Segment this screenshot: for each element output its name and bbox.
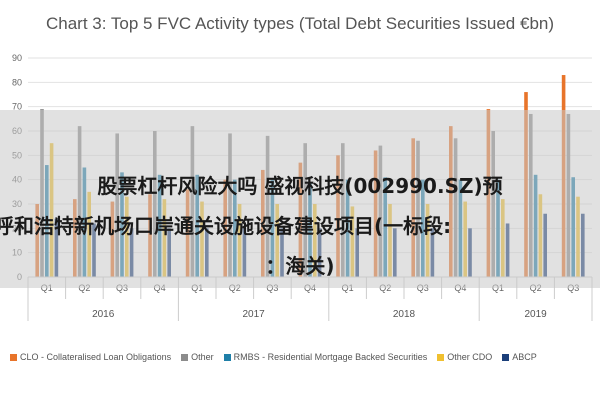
legend-swatch xyxy=(181,353,189,361)
x-tick-label: Q4 xyxy=(154,283,166,293)
legend-label: Other CDO xyxy=(447,352,493,362)
x-tick-label: Q3 xyxy=(266,283,278,293)
legend-label: CLO - Collateralised Loan Obligations xyxy=(20,352,172,362)
y-tick-label: 70 xyxy=(12,102,22,112)
x-tick-label: Q4 xyxy=(304,283,316,293)
x-tick-label: Q1 xyxy=(342,283,354,293)
legend-item: Other xyxy=(181,352,214,362)
x-tick-label: Q3 xyxy=(417,283,429,293)
legend-item: RMBS - Residential Mortgage Backed Secur… xyxy=(223,352,428,362)
legend-label: RMBS - Residential Mortgage Backed Secur… xyxy=(233,352,428,362)
year-label: 2019 xyxy=(524,309,547,320)
overlay-line-3: ：海关) xyxy=(265,254,335,278)
legend-swatch xyxy=(502,353,510,361)
x-tick-label: Q2 xyxy=(78,283,90,293)
legend-swatch xyxy=(10,353,17,361)
x-tick-label: Q1 xyxy=(191,283,203,293)
year-label: 2016 xyxy=(92,309,115,320)
legend-swatch xyxy=(437,353,445,361)
x-tick-label: Q3 xyxy=(116,283,128,293)
x-tick-label: Q4 xyxy=(454,283,466,293)
legend-label: Other xyxy=(191,352,214,362)
legend-swatch xyxy=(223,353,231,361)
legend-label: ABCP xyxy=(512,352,537,362)
legend-item: CLO - Collateralised Loan Obligations xyxy=(10,352,171,362)
x-tick-label: Q3 xyxy=(567,283,579,293)
x-tick-label: Q1 xyxy=(492,283,504,293)
x-tick-label: Q2 xyxy=(229,283,241,293)
y-tick-label: 90 xyxy=(12,53,22,63)
x-tick-label: Q1 xyxy=(41,283,53,293)
legend-item: Other CDO xyxy=(437,352,492,362)
year-label: 2017 xyxy=(242,309,265,320)
year-label: 2018 xyxy=(393,309,416,320)
legend-item: ABCP xyxy=(502,352,537,362)
chart-title: Chart 3: Top 5 FVC Activity types (Total… xyxy=(45,14,555,33)
y-tick-label: 80 xyxy=(12,77,22,87)
chart-legend: CLO - Collateralised Loan Obligations Oth… xyxy=(10,352,595,362)
overlay-line-2: 呼和浩特新机场口岸通关设施设备建设项目(一标段: xyxy=(0,214,452,238)
x-tick-label: Q2 xyxy=(379,283,391,293)
text-overlay xyxy=(0,110,600,288)
overlay-line-1: 股票杠杆风险大吗 盛视科技(002990.SZ)预 xyxy=(97,174,503,198)
x-tick-label: Q2 xyxy=(530,283,542,293)
